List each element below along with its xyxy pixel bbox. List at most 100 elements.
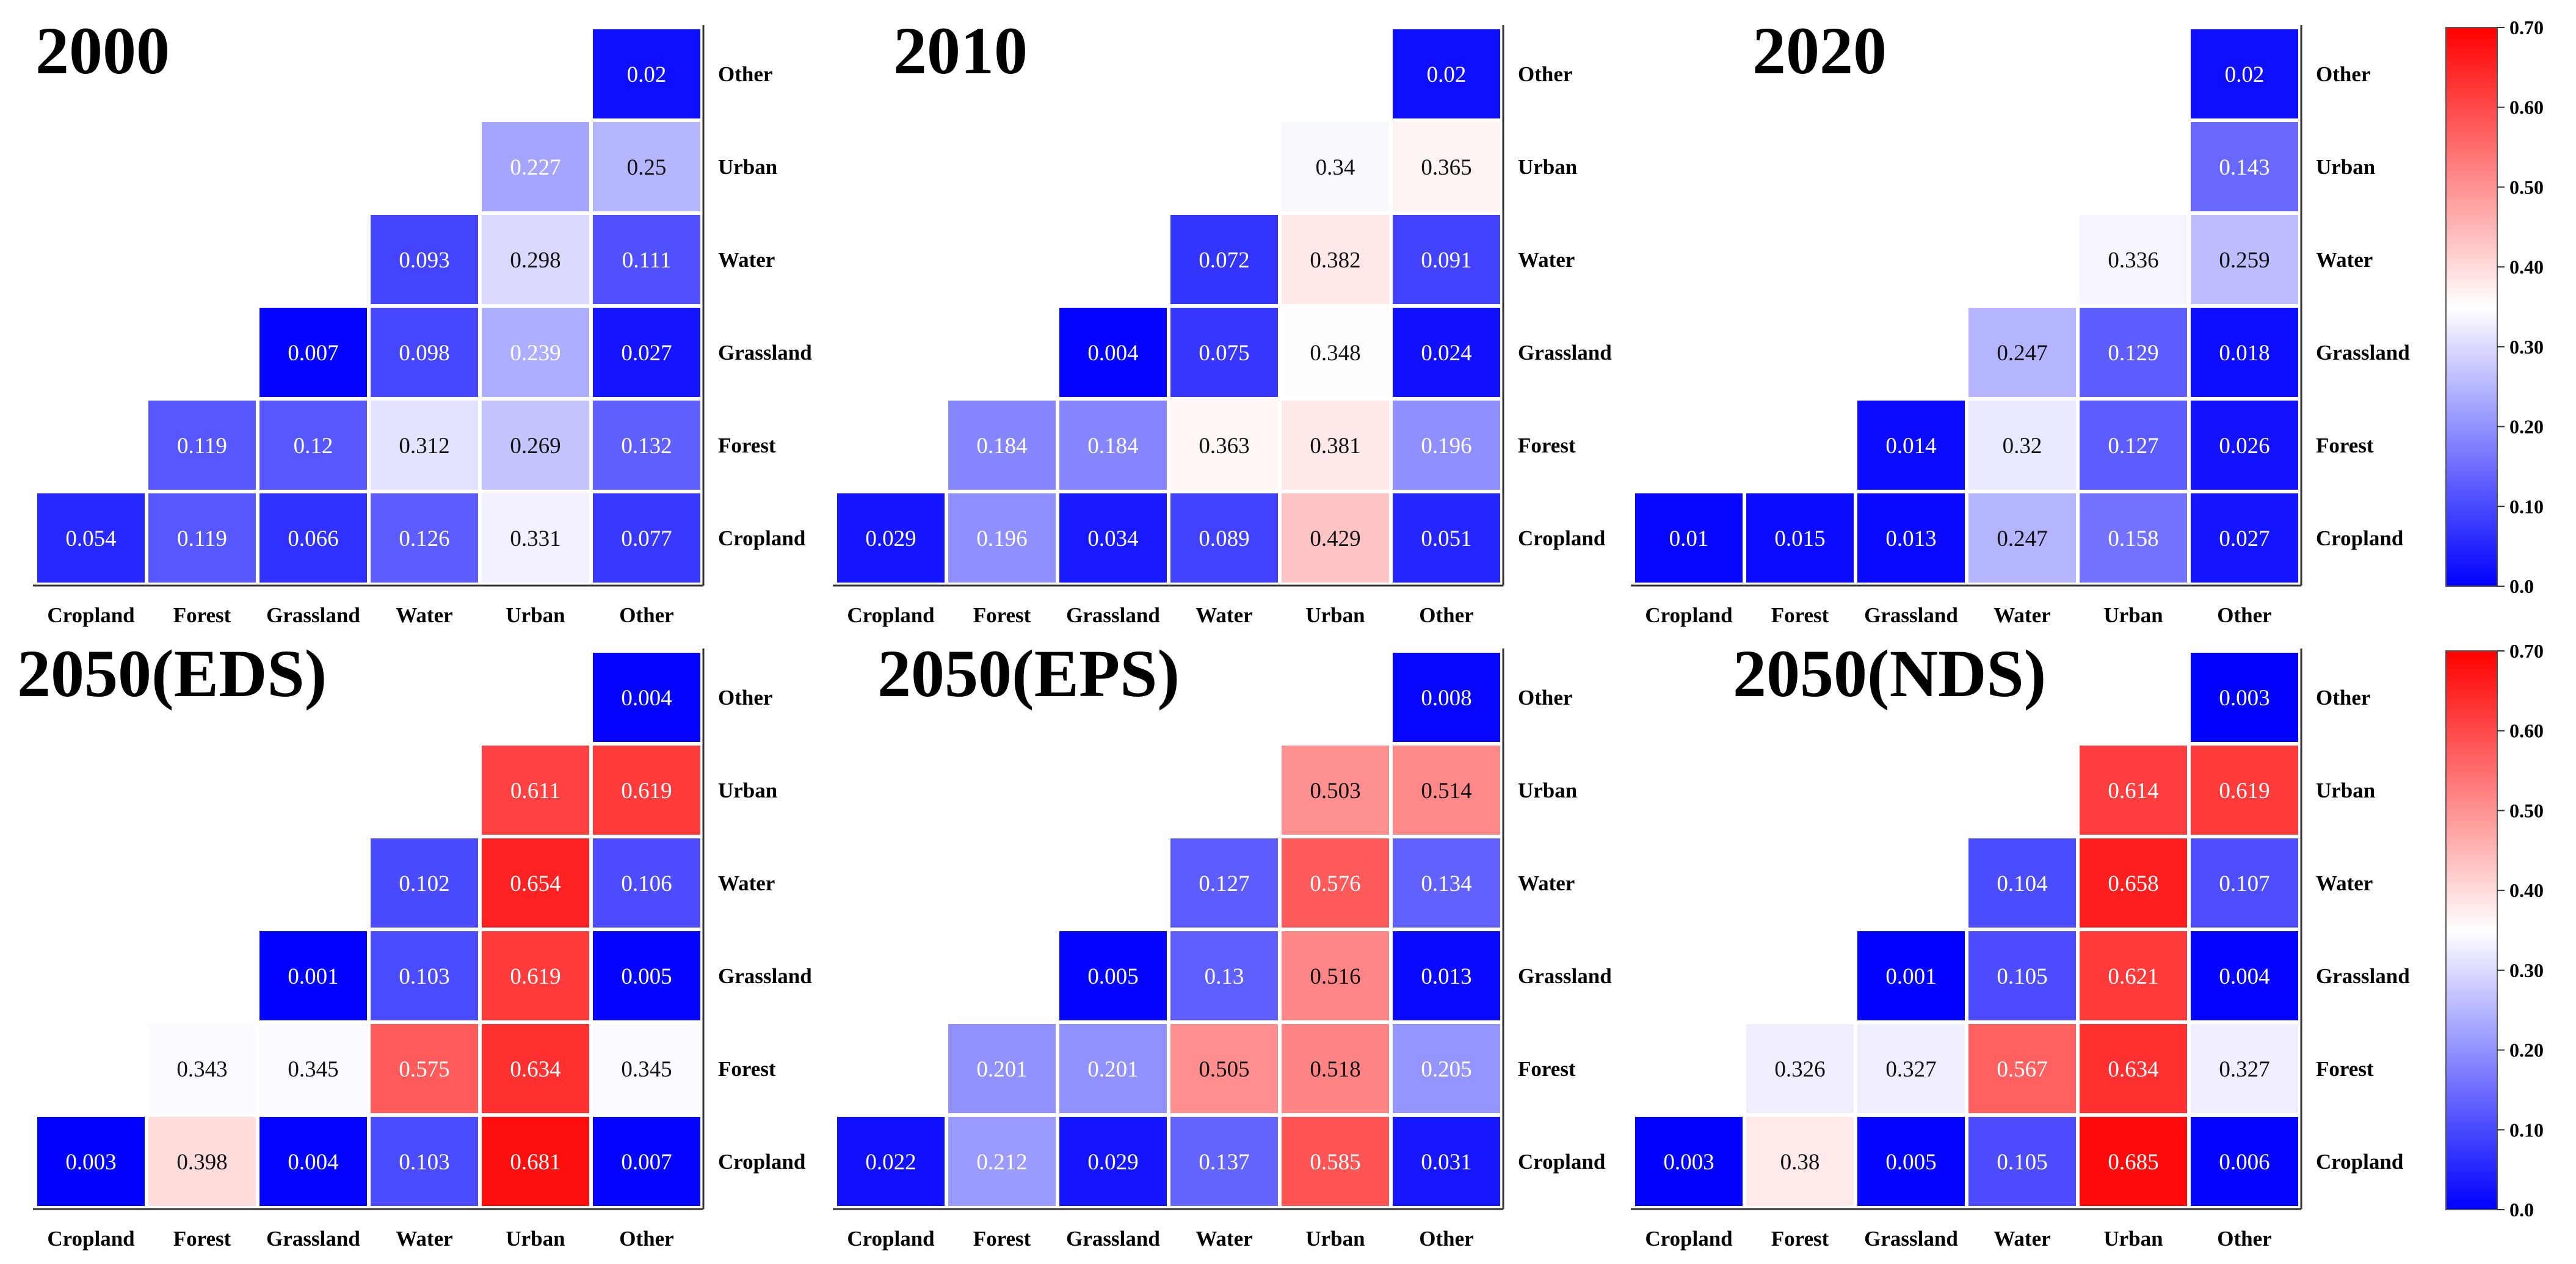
heatmap-cell	[1393, 746, 1500, 835]
panel-title: 2020	[1752, 13, 1887, 88]
heatmap-cell	[2191, 122, 2298, 211]
cell-value-label: 0.634	[2108, 1057, 2158, 1082]
cell-value-label: 0.077	[621, 526, 672, 551]
x-tick-label: Grassland	[1864, 1227, 1958, 1251]
colorbar-gradient	[2445, 650, 2498, 1210]
cell-value-label: 0.681	[510, 1150, 561, 1175]
cell-value-label: 0.505	[1199, 1057, 1249, 1082]
x-tick-label: Grassland	[1066, 603, 1160, 627]
y-tick-label: Water	[2316, 248, 2373, 272]
cell-value-label: 0.576	[1310, 871, 1360, 896]
x-tick-label: Grassland	[1864, 603, 1958, 627]
y-tick-label: Urban	[2316, 155, 2375, 179]
heatmap-cell	[2080, 746, 2187, 835]
heatmap-cell	[593, 401, 700, 490]
heatmap-cell	[1282, 746, 1389, 835]
cell-value-label: 0.103	[399, 964, 449, 989]
cell-value-label: 0.029	[865, 526, 916, 551]
y-tick-label: Cropland	[718, 1150, 806, 1174]
colorbar-tick-label: 0.20	[2509, 1039, 2544, 1061]
x-tick-label: Other	[1419, 603, 1473, 627]
y-tick-label: Water	[2316, 871, 2373, 895]
cell-value-label: 0.126	[399, 526, 449, 551]
cell-value-label: 0.247	[1997, 526, 2047, 551]
heatmap-cell	[2080, 838, 2187, 928]
heatmap-cell	[1393, 653, 1500, 742]
cell-value-label: 0.143	[2219, 155, 2269, 180]
cell-value-label: 0.259	[2219, 248, 2269, 273]
heatmap-cell	[482, 215, 589, 304]
heatmap-cell	[37, 493, 145, 583]
heatmap-cell	[948, 1117, 1056, 1206]
heatmap-cell	[1393, 401, 1500, 490]
x-tick-label: Water	[396, 1227, 452, 1251]
heatmap-cell	[1059, 1117, 1167, 1206]
heatmap-cell	[37, 1117, 145, 1206]
heatmap-cell	[1968, 493, 2076, 583]
cell-value-label: 0.007	[621, 1150, 672, 1175]
heatmap-cell	[1282, 838, 1389, 928]
y-tick-label: Cropland	[1518, 526, 1606, 550]
colorbar-tick-label: 0.40	[2509, 879, 2544, 901]
cell-value-label: 0.32	[2003, 434, 2042, 459]
cell-value-label: 0.027	[621, 341, 672, 366]
heatmap-cell	[1857, 1117, 1965, 1206]
cell-value-label: 0.269	[510, 434, 561, 459]
colorbar: 0.0 0.10 0.20 0.30 0.40 0.50 0.60 0.70	[2445, 640, 2544, 1221]
heatmap-cell	[593, 653, 700, 742]
heatmap-cell	[1857, 493, 1965, 583]
heatmap-cell	[2191, 401, 2298, 490]
x-tick-label: Other	[2217, 603, 2271, 627]
cell-value-label: 0.312	[399, 434, 449, 459]
x-tick-label: Water	[1994, 603, 2050, 627]
heatmap-cell	[1170, 308, 1278, 397]
cell-value-label: 0.134	[1421, 871, 1471, 896]
heatmap-cell	[2191, 746, 2298, 835]
heatmap-cell	[1393, 122, 1500, 211]
cell-value-label: 0.13	[1205, 964, 1244, 989]
panel-title: 2050(EPS)	[877, 636, 1180, 711]
y-tick-label: Forest	[2316, 434, 2374, 457]
cell-value-label: 0.196	[976, 526, 1027, 551]
cell-value-label: 0.611	[510, 779, 561, 804]
x-tick-label: Cropland	[847, 603, 935, 627]
cell-value-label: 0.184	[976, 434, 1027, 459]
cell-value-label: 0.004	[621, 686, 672, 711]
colorbar-tick-label: 0.60	[2509, 720, 2544, 742]
cell-value-label: 0.398	[176, 1150, 227, 1175]
heatmap-cell	[1393, 29, 1500, 118]
cell-value-label: 0.348	[1310, 341, 1360, 366]
heatmap-cell	[2080, 931, 2187, 1020]
cell-value-label: 0.619	[2219, 779, 2269, 804]
heatmap-cell	[1635, 493, 1743, 583]
heatmap-cell	[1170, 215, 1278, 304]
heatmap-cell	[593, 29, 700, 118]
cell-value-label: 0.072	[1199, 248, 1249, 273]
cell-value-label: 0.196	[1421, 434, 1471, 459]
cell-value-label: 0.614	[2108, 779, 2158, 804]
cell-value-label: 0.01	[1669, 526, 1709, 551]
colorbar-tick-label: 0.0	[2509, 575, 2534, 597]
cell-value-label: 0.239	[510, 341, 561, 366]
y-tick-label: Other	[1518, 686, 1572, 710]
cell-value-label: 0.514	[1421, 779, 1471, 804]
cell-value-label: 0.12	[294, 434, 333, 459]
y-tick-label: Grassland	[2316, 341, 2410, 365]
cell-value-label: 0.184	[1087, 434, 1138, 459]
cell-value-label: 0.247	[1997, 341, 2047, 366]
cell-value-label: 0.008	[1421, 686, 1471, 711]
cell-value-label: 0.567	[1997, 1057, 2047, 1082]
cell-value-label: 0.381	[1310, 434, 1360, 459]
cell-value-label: 0.658	[2108, 871, 2158, 896]
y-tick-label: Other	[718, 62, 772, 86]
y-tick-label: Forest	[718, 434, 776, 457]
cell-value-label: 0.619	[510, 964, 561, 989]
heatmap-cell	[1059, 493, 1167, 583]
cell-value-label: 0.105	[1997, 1150, 2047, 1175]
heatmap-cell	[593, 215, 700, 304]
y-tick-label: Forest	[2316, 1057, 2374, 1081]
heatmap-cell	[259, 931, 367, 1020]
colorbar-tick-label: 0.30	[2509, 959, 2544, 981]
cell-value-label: 0.027	[2219, 526, 2269, 551]
heatmap-cell	[482, 493, 589, 583]
